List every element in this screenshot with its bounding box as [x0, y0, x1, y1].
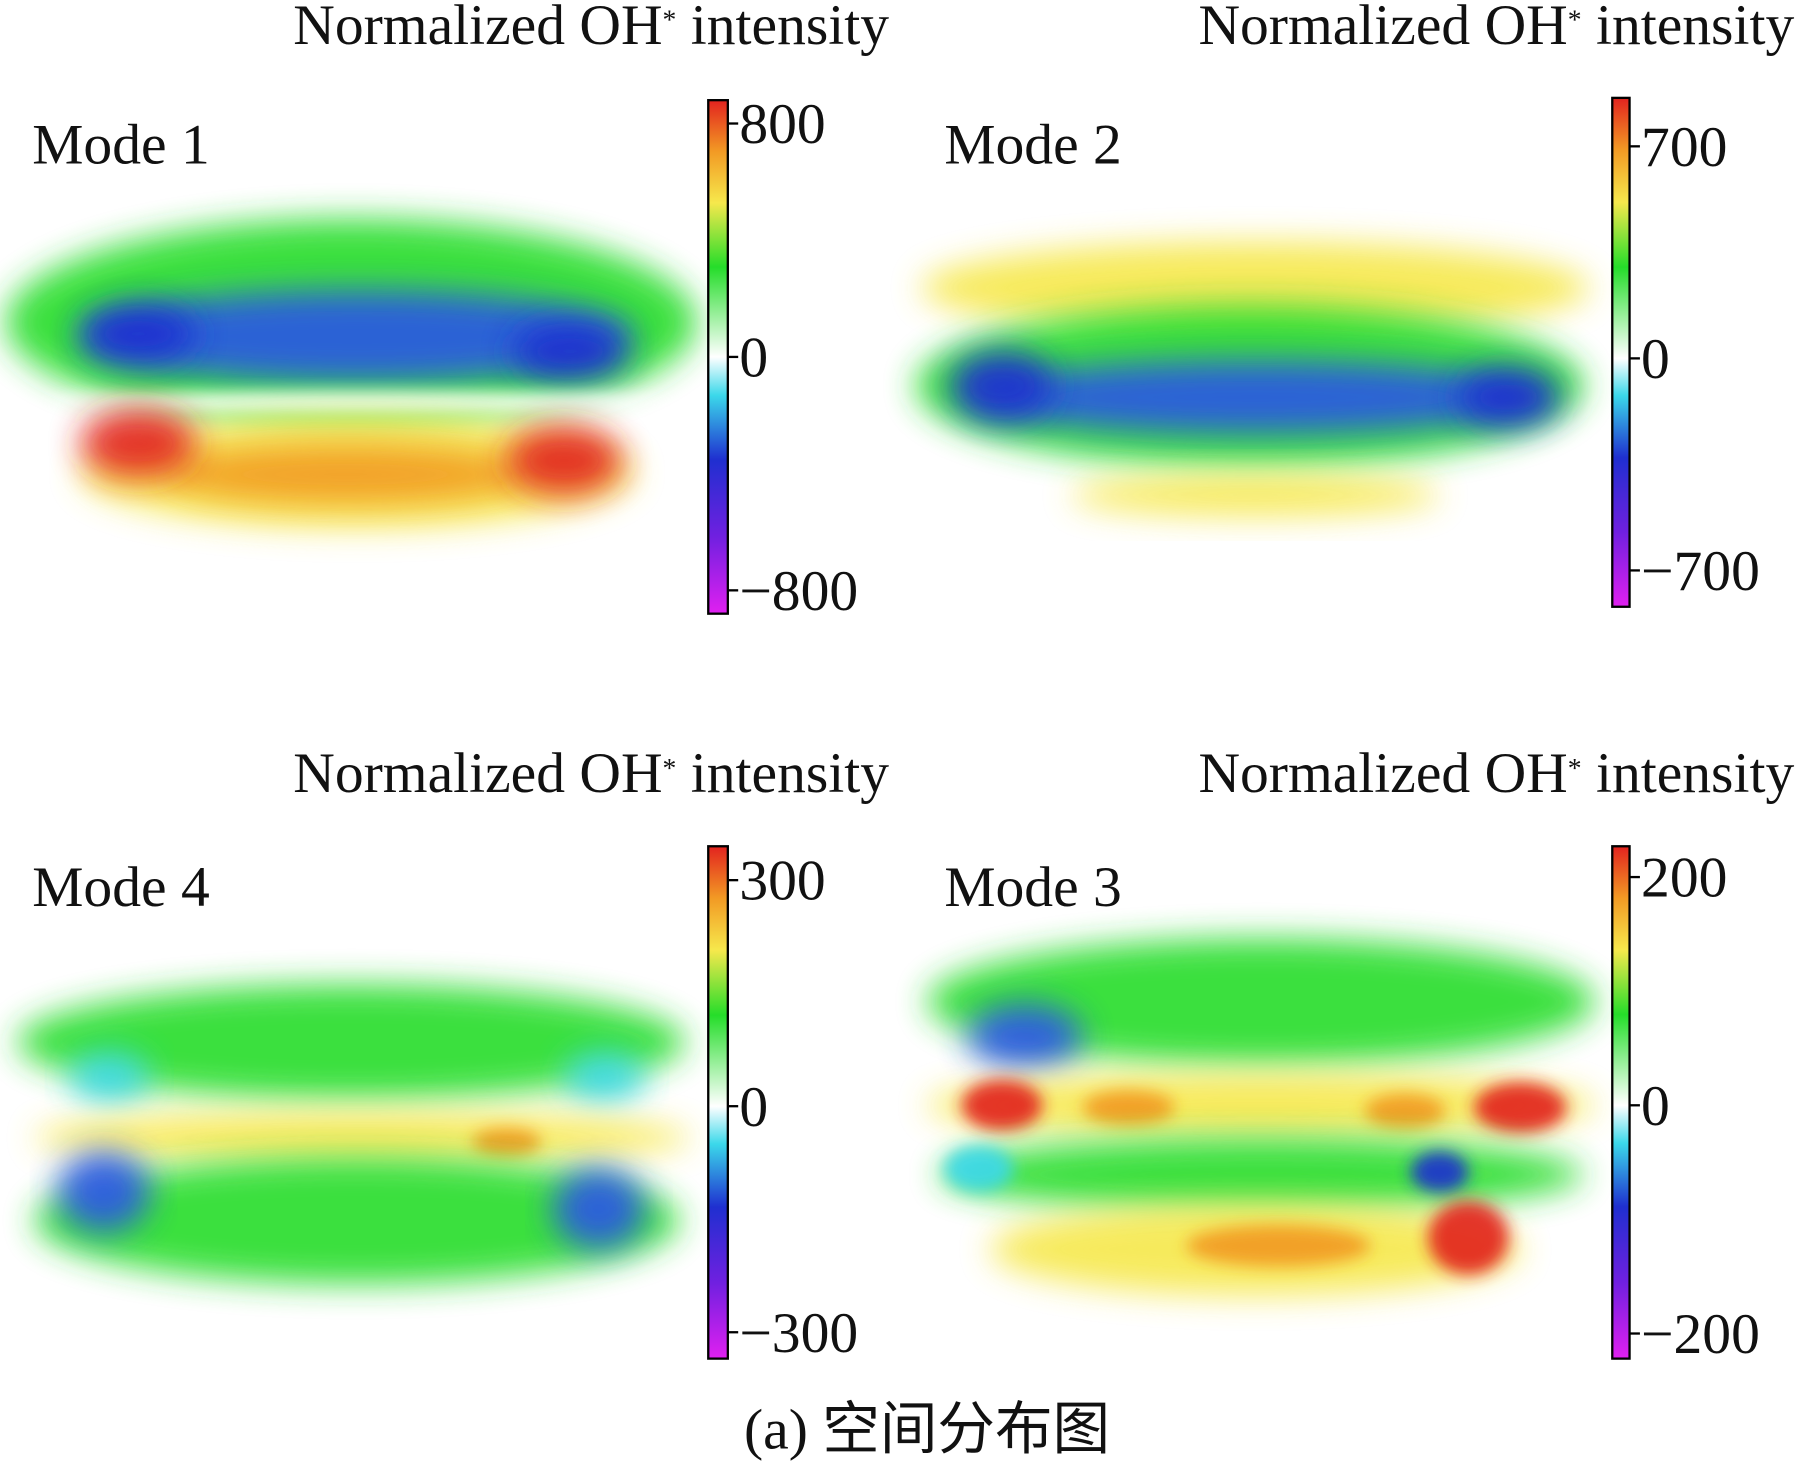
field-region	[1186, 1225, 1371, 1267]
heatmap-field	[915, 241, 1590, 516]
colorbar-tick-label: 800	[739, 93, 825, 156]
field-region	[921, 241, 1590, 334]
field-region	[506, 426, 622, 496]
field-region	[34, 1157, 680, 1284]
field-region	[927, 938, 1596, 1066]
field-region	[161, 445, 530, 504]
field-region	[1082, 1090, 1175, 1125]
field-region	[1364, 1093, 1446, 1129]
panel: Normalized OH* intensity Mode 2 −700 0 700	[915, 0, 1794, 608]
label-part: Normalized OH	[293, 0, 662, 57]
field-region	[967, 1003, 1083, 1069]
field-region	[552, 1168, 645, 1250]
mode-label: Mode 4	[32, 856, 209, 919]
field-region	[1456, 368, 1561, 427]
label-part: *	[663, 752, 677, 783]
heatmap-field	[17, 984, 691, 1284]
caption: (a) 空间分布图	[744, 1398, 1110, 1461]
colorbar-tick-label: −300	[739, 1302, 858, 1365]
heatmap-field	[927, 938, 1596, 1296]
heatmap-field	[5, 218, 697, 528]
field-region	[1428, 1200, 1509, 1275]
label-part: Normalized OH	[1198, 742, 1567, 805]
field-region	[46, 391, 668, 415]
label-part: *	[663, 3, 677, 34]
mode-label: Mode 3	[944, 856, 1121, 919]
field-region	[80, 305, 196, 363]
field-region	[938, 1137, 1584, 1212]
panel: Normalized OH* intensity Mode 3 −200 0 200	[927, 742, 1794, 1366]
mode-label: Mode 2	[944, 114, 1121, 177]
colorbar-tick-label: 0	[739, 327, 768, 390]
label-part: *	[1568, 752, 1582, 783]
colorbar	[707, 99, 729, 615]
field-region	[1410, 1151, 1469, 1193]
label-part: intensity	[676, 742, 889, 805]
colorbar-tick-label: 0	[1641, 1075, 1670, 1138]
field-region	[57, 1151, 150, 1232]
field-region	[564, 1051, 645, 1102]
colorbar-tick-label: 0	[1641, 328, 1670, 391]
panel: Normalized OH* intensity Mode 4 −300 0 300	[17, 742, 889, 1365]
label-part: *	[1568, 3, 1582, 34]
label-part: intensity	[676, 0, 889, 57]
panel: Normalized OH* intensity Mode 1 −800 0 800	[5, 0, 889, 623]
colorbar-tick-label: 300	[739, 850, 825, 913]
field-region	[967, 360, 1544, 435]
field-region	[512, 322, 628, 380]
colorbar-tick-label: −700	[1641, 540, 1760, 603]
field-region	[1071, 474, 1440, 516]
field-region	[17, 984, 686, 1100]
colorbar-label: Normalized OH* intensity	[293, 0, 889, 57]
colorbar-tick-label: 700	[1641, 116, 1727, 179]
label-part: intensity	[1582, 0, 1795, 57]
colorbar-label: Normalized OH* intensity	[293, 742, 889, 805]
field-region	[961, 1079, 1043, 1131]
colorbar	[707, 845, 729, 1360]
label-part: Normalized OH	[1198, 0, 1567, 57]
field-region	[34, 1112, 691, 1163]
mode-label: Mode 1	[32, 114, 209, 177]
field-region	[69, 1051, 150, 1102]
colorbar	[1611, 845, 1631, 1360]
colorbar-tick-label: 200	[1641, 847, 1727, 910]
colorbar-label: Normalized OH* intensity	[1198, 0, 1794, 57]
label-part: Normalized OH	[293, 742, 662, 805]
colorbar-tick-label: −800	[739, 560, 858, 623]
field-region	[472, 1128, 542, 1156]
label-part: intensity	[1582, 742, 1795, 805]
field-region	[80, 290, 634, 383]
field-region	[80, 408, 196, 478]
colorbar-label: Normalized OH* intensity	[1198, 742, 1794, 805]
field-region	[1474, 1082, 1567, 1133]
colorbar	[1611, 96, 1631, 608]
colorbar-tick-label: −200	[1641, 1303, 1760, 1366]
colorbar-tick-label: 0	[739, 1076, 768, 1139]
field-region	[944, 1145, 1014, 1192]
field-region	[950, 351, 1054, 421]
